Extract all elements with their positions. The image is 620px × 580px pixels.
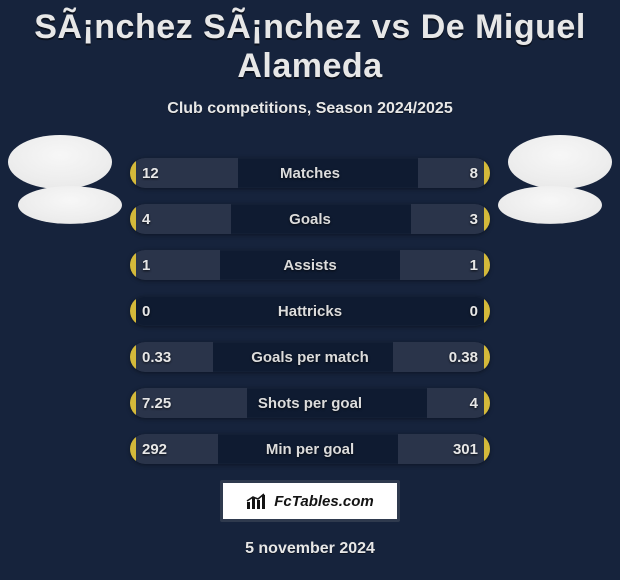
- stat-value-right: 3: [470, 204, 478, 234]
- stats-container: 12Matches84Goals31Assists10Hattricks00.3…: [130, 158, 490, 464]
- player-left-avatar: [8, 135, 112, 189]
- stat-row: 0Hattricks0: [130, 296, 490, 326]
- stat-row: 7.25Shots per goal4: [130, 388, 490, 418]
- stat-row: 0.33Goals per match0.38: [130, 342, 490, 372]
- stat-row: 292Min per goal301: [130, 434, 490, 464]
- stat-value-right: 0.38: [449, 342, 478, 372]
- branding-badge: FcTables.com: [220, 480, 400, 522]
- stat-value-right: 1: [470, 250, 478, 280]
- player-right-avatar: [508, 135, 612, 189]
- stat-label: Matches: [130, 158, 490, 188]
- stat-row: 4Goals3: [130, 204, 490, 234]
- stat-label: Hattricks: [130, 296, 490, 326]
- player-left-shadow: [18, 186, 122, 224]
- stat-row: 1Assists1: [130, 250, 490, 280]
- stat-value-right: 4: [470, 388, 478, 418]
- stat-label: Goals: [130, 204, 490, 234]
- stat-value-right: 301: [453, 434, 478, 464]
- stat-value-right: 0: [470, 296, 478, 326]
- page-title: SÃ¡nchez SÃ¡nchez vs De Miguel Alameda: [0, 0, 620, 86]
- stat-label: Goals per match: [130, 342, 490, 372]
- stat-value-right: 8: [470, 158, 478, 188]
- page-subtitle: Club competitions, Season 2024/2025: [0, 100, 620, 118]
- branding-text: FcTables.com: [274, 493, 373, 510]
- stat-label: Shots per goal: [130, 388, 490, 418]
- stat-label: Min per goal: [130, 434, 490, 464]
- footer-date: 5 november 2024: [0, 540, 620, 558]
- stat-label: Assists: [130, 250, 490, 280]
- player-right-shadow: [498, 186, 602, 224]
- chart-bars-icon: [246, 492, 268, 510]
- stat-row: 12Matches8: [130, 158, 490, 188]
